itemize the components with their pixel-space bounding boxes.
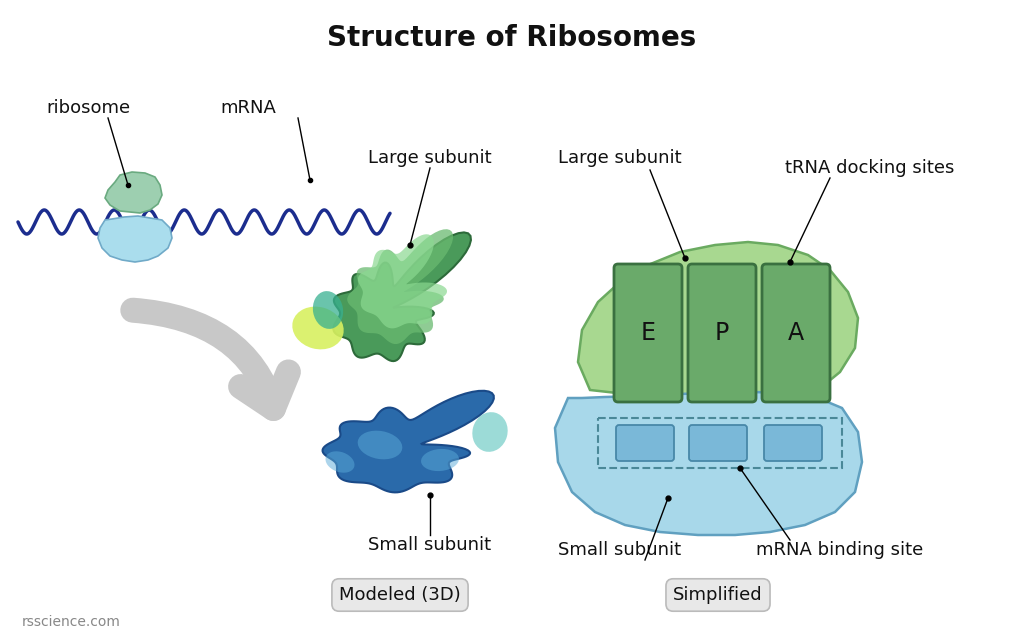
Polygon shape [347, 229, 453, 344]
Text: ribosome: ribosome [46, 99, 130, 117]
Text: Large subunit: Large subunit [558, 149, 682, 167]
FancyBboxPatch shape [616, 425, 674, 461]
Text: Small subunit: Small subunit [558, 541, 682, 559]
Ellipse shape [357, 431, 402, 460]
FancyBboxPatch shape [688, 264, 756, 402]
Ellipse shape [326, 451, 354, 473]
Ellipse shape [292, 307, 344, 349]
Polygon shape [98, 216, 172, 262]
Polygon shape [334, 232, 471, 361]
Text: A: A [787, 321, 804, 345]
Ellipse shape [313, 291, 343, 329]
Text: Structure of Ribosomes: Structure of Ribosomes [328, 24, 696, 52]
Polygon shape [555, 392, 862, 535]
Text: rsscience.com: rsscience.com [22, 615, 121, 629]
Text: Small subunit: Small subunit [369, 536, 492, 554]
Text: E: E [640, 321, 655, 345]
Ellipse shape [421, 449, 459, 471]
Bar [598, 418, 842, 468]
Polygon shape [358, 234, 447, 328]
FancyBboxPatch shape [762, 264, 830, 402]
Polygon shape [105, 172, 162, 213]
Text: mRNA: mRNA [220, 99, 275, 117]
Polygon shape [578, 242, 858, 405]
Ellipse shape [472, 412, 508, 452]
FancyArrowPatch shape [133, 310, 289, 408]
Text: P: P [715, 321, 729, 345]
Polygon shape [323, 391, 494, 492]
FancyBboxPatch shape [689, 425, 746, 461]
Text: Large subunit: Large subunit [369, 149, 492, 167]
Text: tRNA docking sites: tRNA docking sites [785, 159, 954, 177]
Text: mRNA binding site: mRNA binding site [757, 541, 924, 559]
Text: Simplified: Simplified [673, 586, 763, 604]
FancyBboxPatch shape [764, 425, 822, 461]
Text: Modeled (3D): Modeled (3D) [339, 586, 461, 604]
FancyBboxPatch shape [614, 264, 682, 402]
